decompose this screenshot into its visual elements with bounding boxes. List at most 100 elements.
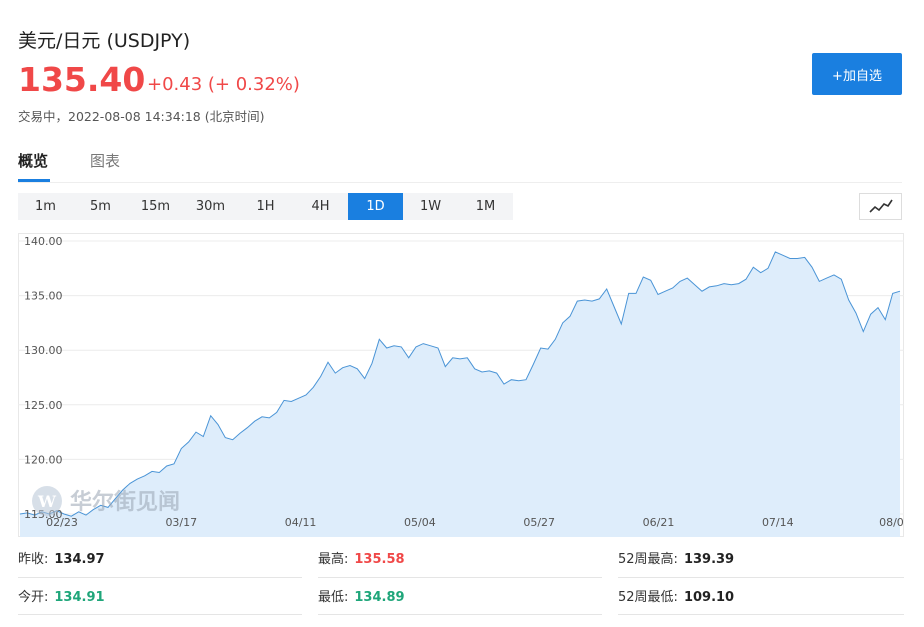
watermark: W 华尔街见闻 — [32, 486, 180, 516]
data-point — [305, 394, 308, 397]
data-point — [774, 250, 777, 253]
data-point — [899, 290, 902, 293]
x-tick-label: 05/04 — [404, 516, 436, 529]
period-1h[interactable]: 1H — [256, 199, 275, 214]
data-point — [151, 470, 154, 473]
data-point — [752, 266, 755, 269]
stat-open: 今开: 134.91 — [18, 586, 105, 605]
divider — [618, 577, 904, 578]
data-point — [833, 273, 836, 276]
period-1w[interactable]: 1W — [419, 199, 442, 214]
period-5m[interactable]: 5m — [90, 199, 111, 214]
data-point — [429, 344, 432, 347]
data-point — [187, 440, 190, 443]
data-point — [517, 379, 520, 382]
data-point — [466, 356, 469, 359]
data-point — [143, 474, 146, 477]
stat-value: 134.97 — [54, 552, 105, 567]
data-point — [664, 290, 667, 293]
y-tick-label: 125.00 — [24, 399, 63, 412]
data-point — [759, 271, 762, 274]
stat-label: 昨收: — [18, 552, 49, 567]
stats-row-2: 今开: 134.91 最低: 134.89 52周最低: 109.10 — [18, 586, 904, 622]
data-point — [385, 347, 388, 350]
data-point — [371, 362, 374, 365]
period-1mo[interactable]: 1M — [475, 199, 496, 214]
svg-text:W: W — [37, 492, 57, 511]
data-point — [481, 371, 484, 374]
data-point — [884, 318, 887, 321]
divider — [18, 577, 302, 578]
divider — [318, 577, 602, 578]
data-point — [407, 356, 410, 359]
data-point — [532, 363, 535, 366]
watermark-text: 华尔街见闻 — [70, 489, 180, 515]
divider — [618, 614, 904, 615]
divider — [318, 614, 602, 615]
period-4h[interactable]: 4H — [311, 199, 330, 214]
data-point — [525, 378, 528, 381]
data-point — [811, 266, 814, 269]
x-tick-label: 05/27 — [523, 516, 555, 529]
data-point — [686, 277, 689, 280]
data-point — [444, 365, 447, 368]
period-30m[interactable]: 30m — [195, 199, 226, 214]
line-chart-icon — [869, 199, 893, 213]
chart-type-button[interactable] — [859, 193, 902, 220]
y-tick-label: 140.00 — [24, 235, 63, 248]
data-point — [195, 431, 198, 434]
stat-value: 109.10 — [683, 590, 735, 605]
period-15m[interactable]: 15m — [140, 199, 171, 214]
data-point — [642, 276, 645, 279]
add-watchlist-button[interactable]: +加自选 — [812, 53, 902, 95]
data-point — [510, 378, 513, 381]
data-point — [781, 254, 784, 257]
y-tick-label: 130.00 — [24, 344, 63, 357]
y-tick-label: 120.00 — [24, 453, 63, 466]
tab-chart[interactable]: 图表 — [90, 152, 121, 170]
watermark-logo-icon — [32, 486, 62, 516]
data-point — [495, 372, 498, 375]
stat-label: 52周最低: — [618, 590, 678, 605]
data-point — [569, 315, 572, 318]
x-tick-label: 04/11 — [285, 516, 317, 529]
data-point — [649, 279, 652, 282]
data-point — [730, 283, 733, 286]
stat-label: 52周最高: — [618, 552, 678, 567]
data-point — [620, 323, 623, 326]
x-tick-label: 08/0 — [879, 516, 904, 529]
data-point — [627, 292, 630, 295]
data-point — [855, 312, 858, 315]
y-tick-label: 135.00 — [24, 290, 63, 303]
tab-overview[interactable]: 概览 — [18, 152, 49, 170]
data-point — [488, 369, 491, 372]
data-point — [818, 280, 821, 283]
data-point — [261, 415, 264, 418]
data-point — [679, 280, 682, 283]
stat-value: 134.89 — [354, 590, 405, 605]
data-point — [503, 383, 506, 386]
data-point — [869, 313, 872, 316]
data-point — [239, 432, 242, 435]
x-tick-label: 06/21 — [643, 516, 675, 529]
data-point — [598, 297, 601, 300]
stat-value: 139.39 — [683, 552, 735, 567]
data-point — [202, 435, 205, 438]
data-point — [165, 465, 168, 468]
data-point — [290, 400, 293, 403]
x-tick-label: 07/14 — [762, 516, 794, 529]
data-point — [657, 293, 660, 296]
data-point — [459, 357, 462, 360]
period-1m[interactable]: 1m — [35, 199, 56, 214]
period-1d[interactable]: 1D — [348, 193, 403, 220]
data-point — [840, 278, 843, 281]
page-title: 美元/日元 (USDJPY) — [18, 30, 191, 52]
data-point — [158, 471, 161, 474]
data-point — [253, 420, 256, 423]
stat-label: 最低: — [318, 590, 349, 605]
data-point — [745, 278, 748, 281]
data-point — [246, 426, 249, 429]
data-point — [180, 447, 183, 450]
data-point — [224, 436, 227, 439]
